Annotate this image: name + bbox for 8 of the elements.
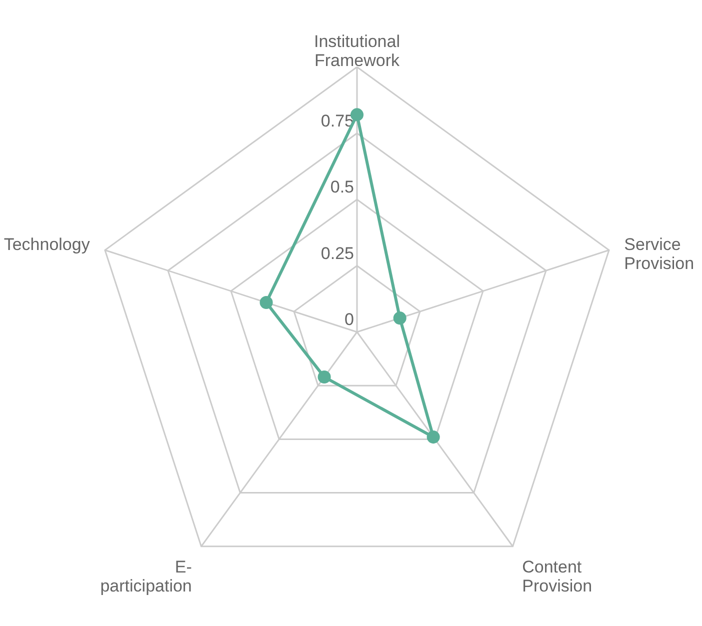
- spoke-label: Content Provision: [522, 557, 592, 596]
- spoke-label: Technology: [4, 235, 90, 254]
- y-tick-label: 0.25: [320, 244, 354, 263]
- spoke-label: E-participation: [100, 557, 192, 596]
- y-tick-label: 0.5: [330, 178, 354, 196]
- spoke-label: Service Provision: [624, 235, 694, 274]
- y-tick-label: 0: [344, 310, 354, 329]
- spoke-label: Institutional Framework: [314, 32, 400, 70]
